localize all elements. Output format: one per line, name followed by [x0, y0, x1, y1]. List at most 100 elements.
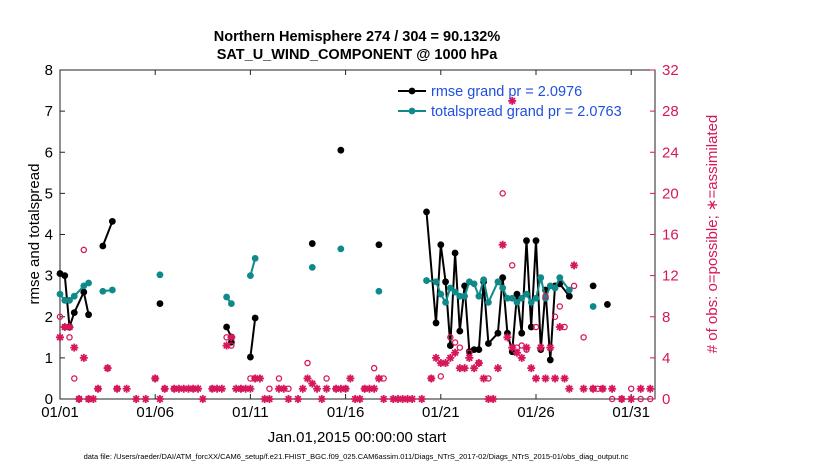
obs-assimilated-marker: [184, 384, 193, 393]
obs-assimilated-marker: [175, 384, 183, 393]
obs-assimilated-marker: [103, 364, 112, 373]
obs-assimilated-marker: [570, 261, 579, 270]
obs-assimilated-marker: [403, 395, 412, 403]
data-point: [556, 274, 564, 282]
data-point: [480, 276, 488, 284]
obs-assimilated-marker: [646, 384, 655, 393]
obs-assimilated-marker: [94, 384, 103, 393]
series-totalspread: [56, 245, 597, 310]
data-point: [61, 272, 69, 280]
data-point: [156, 271, 164, 279]
data-point: [99, 242, 107, 250]
series-line-segment: [249, 317, 257, 358]
obs-assimilated-marker: [56, 333, 64, 342]
obs-assimilated-marker: [536, 343, 545, 352]
plot-area: [59, 69, 656, 400]
obs-assimilated-marker: [232, 384, 241, 393]
obs-assimilated-marker: [370, 384, 379, 393]
data-point: [523, 237, 530, 245]
x-axis-label: Jan.01,2015 00:00:00 start: [268, 429, 447, 446]
obs-assimilated-marker: [284, 395, 293, 403]
obs-assimilated-marker: [512, 348, 521, 357]
data-point: [513, 290, 521, 298]
y-right-tick-label: 12: [662, 268, 679, 285]
data-point: [99, 287, 107, 295]
data-point: [80, 288, 88, 296]
data-point: [223, 323, 231, 331]
data-point: [532, 294, 540, 302]
obs-possible-marker: [580, 334, 587, 341]
obs-possible-marker: [56, 313, 64, 320]
obs-assimilated-marker: [141, 395, 150, 403]
obs-assimilated-marker: [408, 395, 417, 403]
obs-assimilated-marker: [213, 384, 222, 393]
obs-assimilated-marker: [541, 374, 550, 383]
data-point: [546, 356, 554, 364]
obs-assimilated-marker: [336, 384, 345, 393]
data-point: [85, 311, 92, 319]
obs-assimilated-marker: [465, 353, 474, 362]
legend-marker: [408, 107, 416, 115]
obs-assimilated-marker: [151, 374, 160, 383]
obs-assimilated-marker: [546, 343, 555, 352]
obs-assimilated-marker: [274, 384, 283, 393]
obs-assimilated-marker: [436, 359, 445, 368]
data-point: [437, 241, 445, 249]
data-point: [513, 298, 521, 306]
obs-possible-marker: [627, 385, 635, 392]
obs-assimilated-marker: [484, 395, 493, 403]
data-point: [589, 282, 597, 290]
obs-assimilated-marker: [279, 384, 288, 393]
obs-assimilated-marker: [179, 384, 188, 393]
data-point: [461, 292, 468, 300]
data-point: [523, 290, 530, 298]
data-point: [494, 278, 502, 286]
data-point: [85, 279, 92, 287]
obs-assimilated-marker: [222, 341, 231, 350]
data-point: [508, 294, 516, 302]
y-axis-right: 0 4 8 12 16 20 24 28 32: [650, 62, 679, 408]
data-point: [108, 217, 116, 225]
data-point: [251, 254, 259, 262]
obs-assimilated-marker: [236, 384, 245, 393]
y-left-tick-label: 7: [45, 103, 53, 120]
obs-assimilated-marker: [493, 364, 502, 373]
obs-possible-marker: [556, 303, 564, 310]
obs-assimilated-marker: [560, 374, 569, 383]
y-left-tick-label: 2: [45, 309, 53, 326]
obs-assimilated-marker: [451, 348, 460, 357]
legend-label: totalspread grand pr = 2.0763: [431, 104, 622, 120]
data-file-footer: data file: /Users/raeder/DAI/ATM_forcXX/…: [84, 452, 629, 461]
obs-assimilated-marker: [589, 384, 598, 393]
data-point: [66, 296, 73, 304]
obs-assimilated-marker: [155, 395, 164, 403]
x-tick-label: 01/31: [612, 404, 650, 421]
obs-assimilated-marker: [460, 364, 469, 373]
obs-assimilated-marker: [70, 343, 79, 352]
obs-assimilated-marker: [194, 384, 203, 393]
data-point: [423, 277, 430, 284]
obs-assimilated-marker: [341, 384, 350, 393]
obs-assimilated-marker: [189, 384, 198, 393]
obs-assimilated-marker: [379, 395, 388, 403]
y-right-tick-label: 8: [662, 309, 670, 326]
y-left-tick-label: 0: [45, 391, 53, 408]
data-point: [565, 292, 573, 300]
data-point: [432, 319, 440, 327]
obs-assimilated-marker: [598, 384, 607, 393]
obs-assimilated-marker: [227, 333, 236, 342]
data-point: [375, 287, 383, 295]
x-tick-label: 01/01: [41, 404, 79, 421]
data-point: [475, 346, 483, 354]
obs-assimilated-marker: [255, 374, 264, 383]
obs-assimilated-marker: [160, 384, 169, 393]
obs-possible-marker: [542, 292, 549, 300]
obs-possible-marker: [608, 395, 616, 403]
obs-assimilated-marker: [579, 384, 588, 393]
obs-assimilated-marker: [446, 353, 455, 362]
y-right-tick-label: 0: [662, 391, 670, 408]
series-assimilated: [56, 96, 655, 403]
obs-assimilated-marker: [265, 395, 274, 403]
data-point: [56, 290, 64, 298]
obs-possible-marker: [570, 282, 578, 290]
